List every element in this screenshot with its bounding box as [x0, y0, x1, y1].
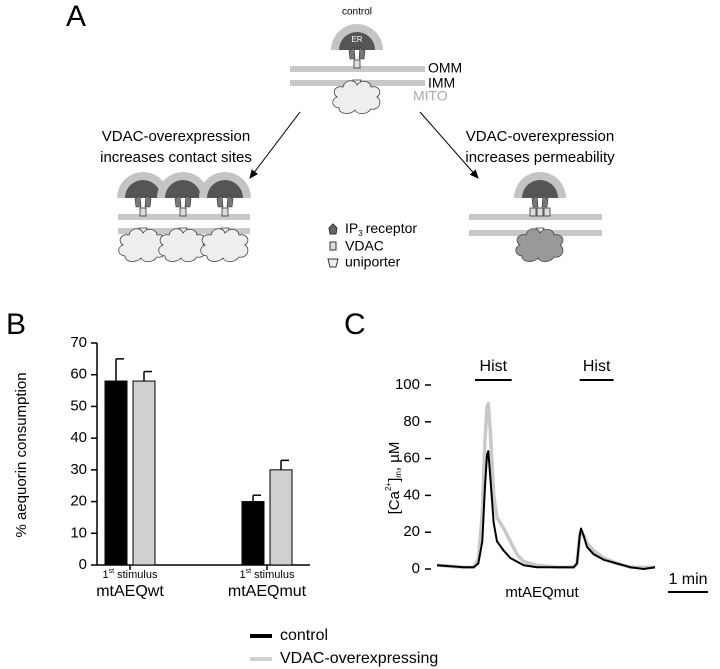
text: stimulus [117, 569, 158, 581]
legend-label: VDAC-overexpressing [280, 650, 438, 667]
text: stimulus [254, 569, 295, 581]
y-tick-label: 0 [79, 556, 87, 573]
y-tick-label: 80 [403, 413, 420, 430]
legend-label: uniporter [345, 254, 401, 270]
text: , µM [386, 442, 403, 471]
panel-label: C [344, 308, 366, 341]
y-tick-label: 100 [395, 376, 420, 393]
y-tick-label: 40 [70, 429, 87, 446]
bar [104, 380, 128, 566]
text: 1 [103, 569, 109, 581]
caption: VDAC-overexpression [102, 128, 250, 145]
arrow [419, 111, 479, 179]
text: [Ca [386, 490, 403, 514]
x-tick-label: mtAEQmut [228, 583, 307, 600]
legend-label: IP3 receptor [345, 220, 417, 238]
bar [132, 380, 156, 566]
legend-icon [329, 241, 337, 251]
y-tick-label: 50 [70, 397, 87, 414]
y-tick-label: 20 [70, 493, 87, 510]
legend-icon [327, 258, 339, 268]
caption: increases contact sites [100, 149, 252, 166]
y-tick-label: 10 [70, 524, 87, 541]
y-axis-label: [Ca2+]m, µM [384, 442, 403, 515]
y-tick-label: 40 [403, 486, 420, 503]
superscript: st [246, 568, 252, 575]
y-tick-label: 20 [403, 523, 420, 540]
label: ER [351, 35, 362, 44]
x-axis-label: mtAEQmut [505, 584, 579, 601]
bar [269, 469, 293, 566]
membrane [290, 66, 425, 72]
text: 1 [240, 569, 246, 581]
trace [436, 401, 655, 569]
arrow [249, 111, 301, 179]
permeable-unit [513, 171, 567, 263]
subscript: m [394, 471, 403, 478]
caption: increases permeability [465, 149, 615, 166]
text: receptor [366, 220, 418, 236]
label: control [342, 7, 372, 18]
y-tick-label: 30 [70, 461, 87, 478]
y-axis-label: % aequorin consumption [13, 372, 30, 537]
label: MITO [413, 88, 448, 104]
label: OMM [428, 60, 462, 76]
stimulus-label: 1st stimulus [240, 568, 295, 581]
panel-label: B [6, 308, 26, 341]
caption: VDAC-overexpression [466, 128, 614, 145]
annotation: Hist [480, 358, 508, 375]
text: ] [386, 478, 403, 482]
annotation: Hist [583, 358, 611, 375]
superscript: st [109, 568, 115, 575]
legend-label: control [280, 627, 328, 644]
panel-label: A [66, 0, 86, 33]
label: IMM [428, 75, 455, 91]
membrane [118, 214, 250, 220]
superscript: 2+ [384, 482, 393, 491]
y-tick-label: 60 [403, 450, 420, 467]
x-tick-label: mtAEQwt [96, 583, 164, 600]
y-tick-label: 70 [70, 334, 87, 351]
legend-label: VDAC [345, 238, 384, 254]
bar [241, 501, 265, 566]
y-tick-label: 60 [70, 366, 87, 383]
stimulus-label: 1st stimulus [103, 568, 158, 581]
scale-bar-label: 1 min [668, 571, 707, 588]
trace [436, 450, 656, 570]
y-tick-label: 0 [412, 560, 420, 577]
text: IP [345, 220, 358, 236]
legend-icon [328, 223, 338, 235]
subscript: 3 [358, 229, 363, 238]
membrane [469, 214, 602, 220]
